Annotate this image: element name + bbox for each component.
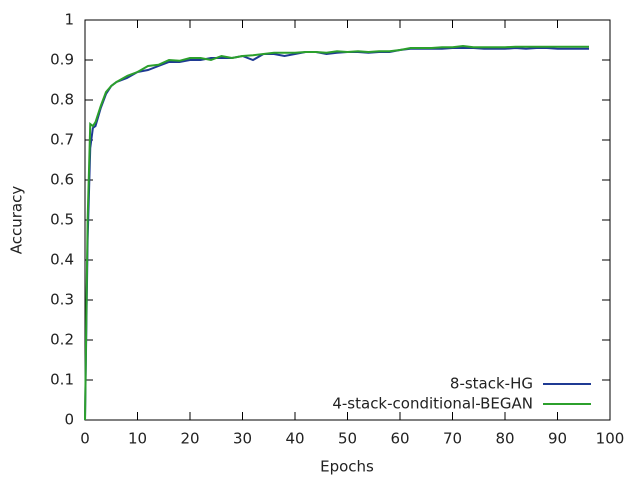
x-tick-label: 10 (128, 430, 147, 448)
y-tick-label: 0.8 (50, 91, 74, 109)
y-tick-label: 1 (64, 11, 74, 29)
x-tick-label: 50 (338, 430, 357, 448)
series-line (84, 46, 589, 421)
legend-label: 8-stack-HG (450, 375, 533, 393)
x-tick-label: 70 (443, 430, 462, 448)
x-tick-label: 80 (495, 430, 514, 448)
legend-label: 4-stack-conditional-BEGAN (332, 395, 533, 413)
y-tick-label: 0.1 (50, 371, 74, 389)
x-tick-label: 90 (548, 430, 567, 448)
y-tick-label: 0.4 (50, 251, 74, 269)
x-tick-label: 60 (390, 430, 409, 448)
x-axis-label: Epochs (320, 458, 374, 476)
plot-frame (84, 19, 611, 421)
y-tick-label: 0.2 (50, 331, 74, 349)
x-tick-label: 20 (180, 430, 199, 448)
y-tick-label: 0.6 (50, 171, 74, 189)
y-tick-label: 0 (64, 411, 74, 429)
y-tick-label: 0.9 (50, 51, 74, 69)
y-axis-label: Accuracy (8, 186, 26, 255)
y-tick-label: 0.3 (50, 291, 74, 309)
y-tick-label: 0.5 (50, 211, 74, 229)
x-tick-label: 30 (233, 430, 252, 448)
x-tick-label: 0 (80, 430, 90, 448)
y-tick-label: 0.7 (50, 131, 74, 149)
series-line (84, 44, 589, 421)
x-tick-label: 100 (596, 430, 625, 448)
x-tick-label: 40 (285, 430, 304, 448)
